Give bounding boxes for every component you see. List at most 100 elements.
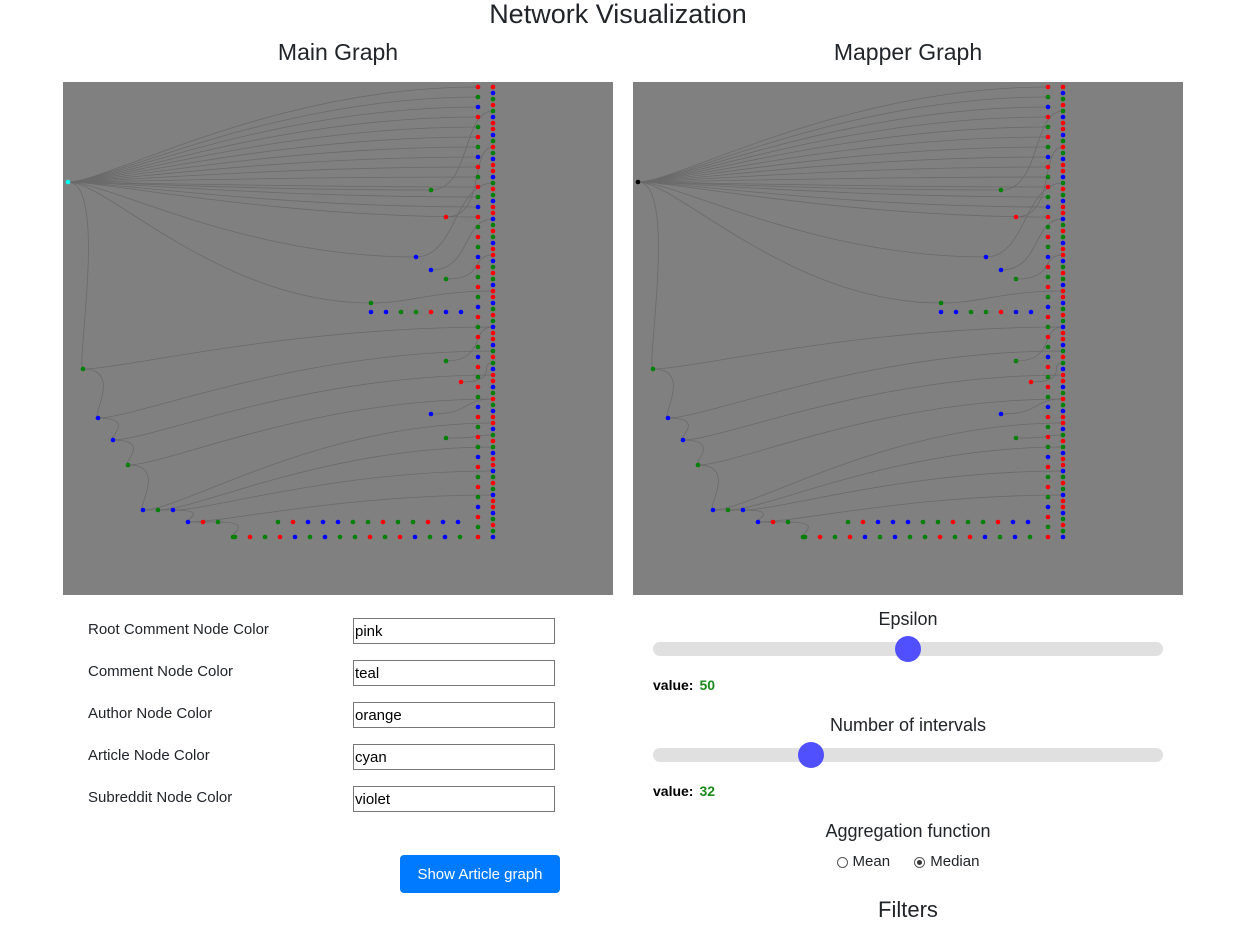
graph-node[interactable] — [953, 309, 959, 315]
graph-node[interactable] — [1010, 519, 1016, 525]
graph-node[interactable] — [1060, 408, 1066, 414]
aggregation-median-option[interactable]: Median — [914, 852, 979, 872]
graph-node[interactable] — [475, 274, 481, 280]
graph-node[interactable] — [320, 519, 326, 525]
graph-node[interactable] — [983, 254, 989, 260]
graph-node[interactable] — [1060, 252, 1066, 258]
graph-node[interactable] — [1060, 384, 1066, 390]
graph-node[interactable] — [725, 507, 731, 513]
graph-node[interactable] — [475, 284, 481, 290]
mapper-graph-svg[interactable] — [633, 82, 1183, 595]
graph-node[interactable] — [490, 486, 496, 492]
graph-node[interactable] — [1045, 394, 1051, 400]
graph-node[interactable] — [475, 184, 481, 190]
graph-node[interactable] — [1045, 494, 1051, 500]
graph-node[interactable] — [365, 519, 371, 525]
graph-node[interactable] — [262, 534, 268, 540]
graph-node[interactable] — [998, 309, 1004, 315]
graph-node[interactable] — [490, 462, 496, 468]
graph-node[interactable] — [1025, 519, 1031, 525]
graph-node[interactable] — [785, 519, 791, 525]
graph-node[interactable] — [1060, 402, 1066, 408]
graph-node[interactable] — [832, 534, 838, 540]
graph-node[interactable] — [1060, 90, 1066, 96]
graph-root-node[interactable] — [65, 179, 71, 185]
graph-node[interactable] — [1045, 484, 1051, 490]
graph-node[interactable] — [490, 198, 496, 204]
graph-node[interactable] — [475, 444, 481, 450]
graph-node[interactable] — [755, 519, 761, 525]
graph-node[interactable] — [490, 246, 496, 252]
graph-node[interactable] — [1045, 104, 1051, 110]
graph-node[interactable] — [475, 344, 481, 350]
graph-node[interactable] — [1045, 184, 1051, 190]
graph-node[interactable] — [322, 534, 328, 540]
graph-node[interactable] — [490, 204, 496, 210]
graph-node[interactable] — [475, 434, 481, 440]
graph-node[interactable] — [490, 132, 496, 138]
graph-node[interactable] — [1060, 162, 1066, 168]
epsilon-slider[interactable] — [653, 636, 1163, 662]
graph-node[interactable] — [490, 396, 496, 402]
graph-node[interactable] — [428, 309, 434, 315]
graph-node[interactable] — [490, 144, 496, 150]
graph-node[interactable] — [817, 534, 823, 540]
main-graph-svg[interactable] — [63, 82, 613, 595]
graph-node[interactable] — [490, 264, 496, 270]
aggregation-mean-option[interactable]: Mean — [836, 852, 890, 872]
graph-node[interactable] — [995, 519, 1001, 525]
graph-node[interactable] — [1060, 348, 1066, 354]
graph-node[interactable] — [862, 534, 868, 540]
graph-node[interactable] — [475, 94, 481, 100]
graph-node[interactable] — [1060, 108, 1066, 114]
graph-node[interactable] — [490, 306, 496, 312]
graph-node[interactable] — [1060, 516, 1066, 522]
graph-node[interactable] — [1060, 240, 1066, 246]
graph-node[interactable] — [475, 524, 481, 530]
graph-node[interactable] — [1060, 456, 1066, 462]
graph-node[interactable] — [475, 494, 481, 500]
graph-node[interactable] — [1045, 504, 1051, 510]
graph-node[interactable] — [802, 534, 808, 540]
graph-node[interactable] — [490, 402, 496, 408]
graph-node[interactable] — [475, 464, 481, 470]
graph-node[interactable] — [665, 415, 671, 421]
graph-node[interactable] — [1060, 432, 1066, 438]
graph-node[interactable] — [490, 504, 496, 510]
graph-node[interactable] — [1013, 309, 1019, 315]
graph-node[interactable] — [1045, 524, 1051, 530]
graph-node[interactable] — [440, 519, 446, 525]
graph-node[interactable] — [475, 144, 481, 150]
graph-node[interactable] — [1060, 318, 1066, 324]
graph-node[interactable] — [875, 519, 881, 525]
graph-node[interactable] — [490, 150, 496, 156]
graph-node[interactable] — [1060, 534, 1066, 540]
graph-node[interactable] — [860, 519, 866, 525]
graph-node[interactable] — [1060, 144, 1066, 150]
graph-node[interactable] — [110, 437, 116, 443]
graph-node[interactable] — [1045, 254, 1051, 260]
graph-node[interactable] — [397, 534, 403, 540]
graph-node[interactable] — [680, 437, 686, 443]
graph-node[interactable] — [490, 228, 496, 234]
graph-node[interactable] — [1045, 474, 1051, 480]
graph-node[interactable] — [1045, 174, 1051, 180]
graph-node[interactable] — [1045, 274, 1051, 280]
graph-node[interactable] — [490, 102, 496, 108]
graph-node[interactable] — [395, 519, 401, 525]
graph-node[interactable] — [232, 534, 238, 540]
graph-node[interactable] — [935, 519, 941, 525]
graph-node[interactable] — [1060, 114, 1066, 120]
graph-node[interactable] — [475, 164, 481, 170]
graph-node[interactable] — [1045, 514, 1051, 520]
graph-node[interactable] — [490, 348, 496, 354]
graph-node[interactable] — [490, 222, 496, 228]
graph-node[interactable] — [1045, 464, 1051, 470]
graph-node[interactable] — [1060, 324, 1066, 330]
graph-node[interactable] — [368, 309, 374, 315]
graph-node[interactable] — [968, 309, 974, 315]
graph-node[interactable] — [1045, 364, 1051, 370]
graph-node[interactable] — [475, 374, 481, 380]
graph-node[interactable] — [1045, 244, 1051, 250]
graph-node[interactable] — [1045, 284, 1051, 290]
